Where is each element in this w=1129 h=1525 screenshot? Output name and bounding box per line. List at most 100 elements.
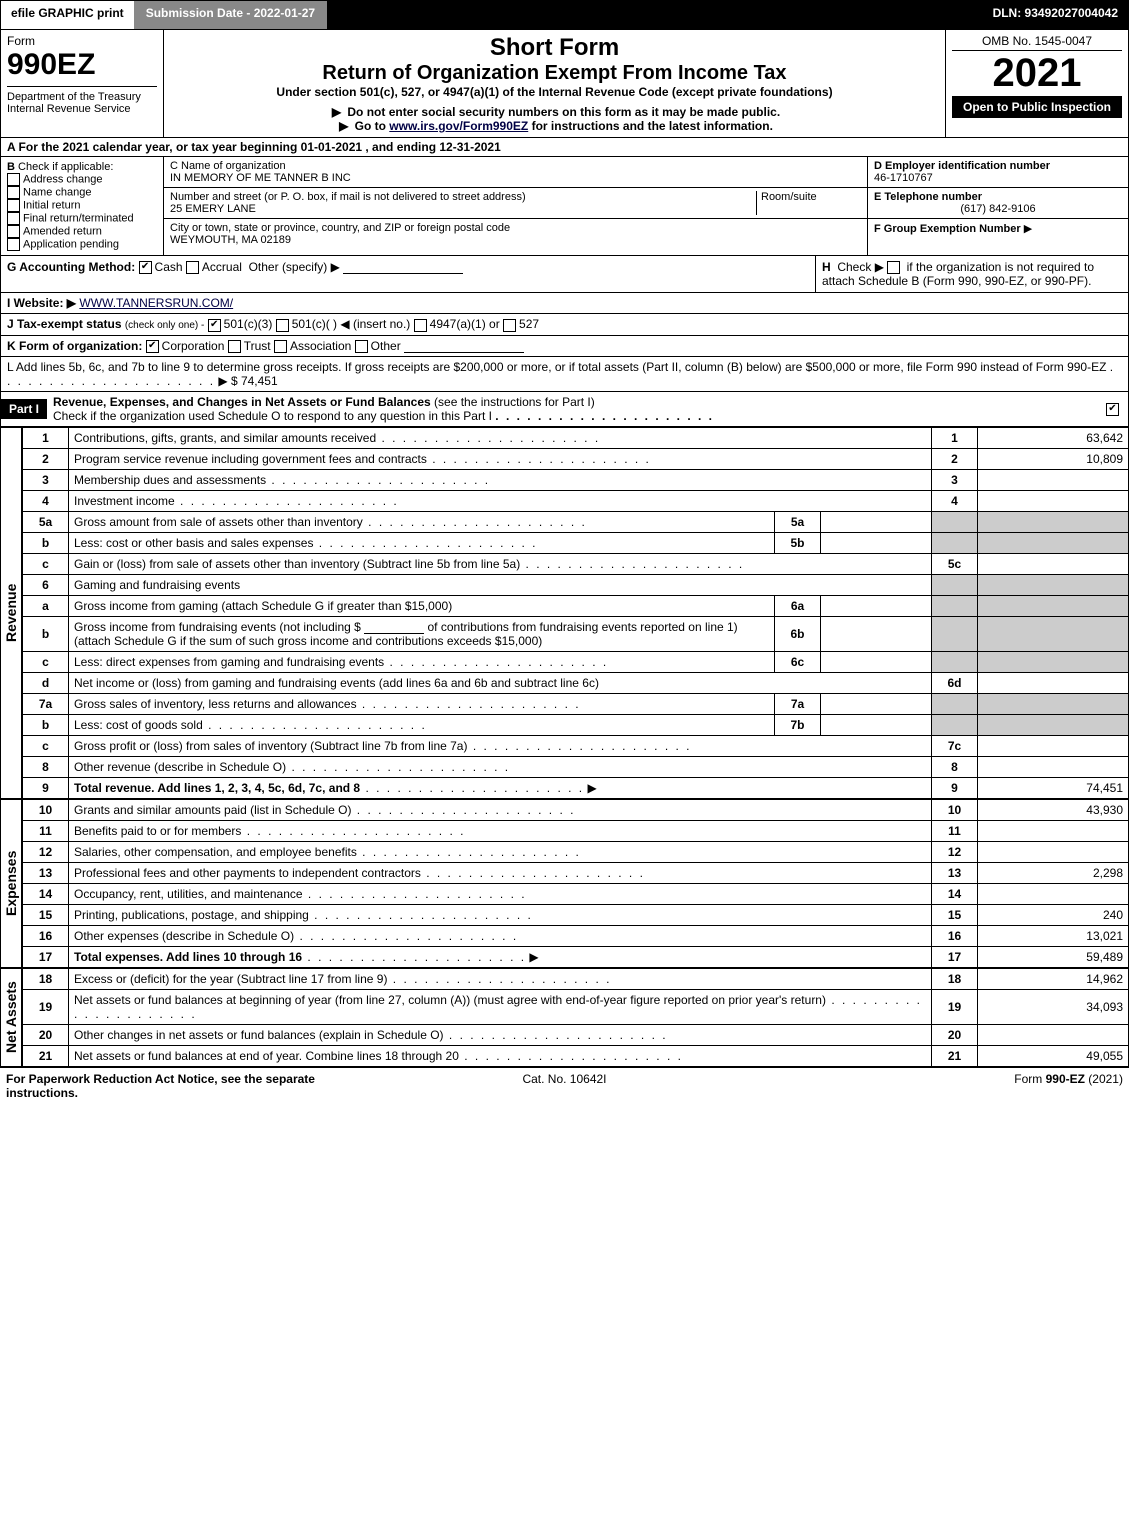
box-num: 6d	[932, 672, 978, 693]
table-row: aGross income from gaming (attach Schedu…	[23, 595, 1129, 616]
mini-box: 6b	[775, 617, 821, 651]
line-desc: Benefits paid to or for members	[74, 824, 241, 838]
table-row: cGain or (loss) from sale of assets othe…	[23, 553, 1129, 574]
checkbox-501c[interactable]	[276, 319, 289, 332]
box-num: 1	[932, 427, 978, 448]
gray-cell	[978, 693, 1129, 714]
line-amount	[978, 841, 1129, 862]
g-other-fill[interactable]	[343, 261, 463, 274]
j-label: J Tax-exempt status	[7, 317, 122, 331]
k-trust: Trust	[244, 339, 271, 353]
line-k: K Form of organization: Corporation Trus…	[0, 336, 1129, 357]
checkbox-h[interactable]	[887, 261, 900, 274]
line-amount	[978, 672, 1129, 693]
j-note: (check only one) -	[125, 320, 204, 331]
box-num: 16	[932, 925, 978, 946]
checkbox-4947[interactable]	[414, 319, 427, 332]
table-row: 6Gaming and fundraising events	[23, 574, 1129, 595]
checkbox-cash[interactable]	[139, 261, 152, 274]
gray-cell	[932, 616, 978, 651]
checkbox-amended-return[interactable]	[7, 225, 20, 238]
gray-cell	[932, 511, 978, 532]
line-amount: 43,930	[978, 799, 1129, 820]
block-gh: G Accounting Method: Cash Accrual Other …	[0, 256, 1129, 293]
part1-title-wrap: Revenue, Expenses, and Changes in Net As…	[47, 392, 1100, 426]
checkbox-association[interactable]	[274, 340, 287, 353]
expenses-section: Expenses 10Grants and similar amounts pa…	[0, 799, 1129, 968]
org-street: 25 EMERY LANE	[170, 203, 256, 215]
table-row: bGross income from fundraising events (n…	[23, 616, 1129, 651]
j-opt2: 501(c)( )	[292, 317, 337, 331]
checkbox-final-return[interactable]	[7, 212, 20, 225]
checkbox-initial-return[interactable]	[7, 199, 20, 212]
table-row: bLess: cost or other basis and sales exp…	[23, 532, 1129, 553]
line-desc: Less: direct expenses from gaming and fu…	[74, 655, 384, 669]
table-row: 3Membership dues and assessments3	[23, 469, 1129, 490]
k-other-fill[interactable]	[404, 340, 524, 353]
b-item-2: Initial return	[23, 199, 80, 211]
line-num: c	[23, 651, 69, 672]
main-title: Return of Organization Exempt From Incom…	[170, 62, 939, 85]
line-num: 20	[23, 1024, 69, 1045]
contrib-fill[interactable]	[364, 621, 424, 634]
b-check-if: Check if applicable:	[18, 161, 113, 173]
checkbox-name-change[interactable]	[7, 186, 20, 199]
k-other: Other	[371, 339, 401, 353]
line-num: 18	[23, 968, 69, 989]
block-bcdef: B Check if applicable: Address change Na…	[0, 157, 1129, 256]
b-label: B	[7, 161, 15, 173]
omb-number: OMB No. 1545-0047	[952, 34, 1122, 51]
room-suite-label: Room/suite	[761, 191, 817, 203]
checkbox-501c3[interactable]	[208, 319, 221, 332]
checkbox-527[interactable]	[503, 319, 516, 332]
k-corp: Corporation	[162, 339, 225, 353]
checkbox-address-change[interactable]	[7, 173, 20, 186]
line-j: J Tax-exempt status (check only one) - 5…	[0, 314, 1129, 335]
line-num: b	[23, 532, 69, 553]
box-num: 14	[932, 883, 978, 904]
c-street-label: Number and street (or P. O. box, if mail…	[170, 191, 526, 203]
checkbox-trust[interactable]	[228, 340, 241, 353]
line-num: 10	[23, 799, 69, 820]
form-number: 990EZ	[7, 48, 157, 82]
h-check-text: Check ▶	[837, 260, 884, 274]
line-desc: Investment income	[74, 494, 175, 508]
gray-cell	[932, 714, 978, 735]
checkbox-corporation[interactable]	[146, 340, 159, 353]
d-label: D Employer identification number	[874, 160, 1050, 172]
gray-cell	[932, 574, 978, 595]
box-num: 2	[932, 448, 978, 469]
table-row: bLess: cost of goods sold7b	[23, 714, 1129, 735]
revenue-section: Revenue 1Contributions, gifts, grants, a…	[0, 427, 1129, 799]
topbar-spacer	[327, 1, 982, 29]
checkbox-accrual[interactable]	[186, 261, 199, 274]
f-arrow: ▶	[1024, 223, 1032, 235]
checkbox-schedule-o[interactable]	[1106, 403, 1119, 416]
gray-cell	[978, 532, 1129, 553]
line-num: 19	[23, 989, 69, 1024]
j-insert: ◀ (insert no.)	[340, 317, 410, 331]
footer-form-post: (2021)	[1085, 1072, 1123, 1086]
mini-box: 6c	[775, 652, 821, 672]
box-num: 12	[932, 841, 978, 862]
line-desc: Professional fees and other payments to …	[74, 866, 421, 880]
line-desc: Occupancy, rent, utilities, and maintena…	[74, 887, 303, 901]
l-amount: $ 74,451	[231, 374, 278, 388]
table-row: 18Excess or (deficit) for the year (Subt…	[23, 968, 1129, 989]
line-num: c	[23, 553, 69, 574]
table-row: 12Salaries, other compensation, and empl…	[23, 841, 1129, 862]
line-amount: 240	[978, 904, 1129, 925]
table-row: dNet income or (loss) from gaming and fu…	[23, 672, 1129, 693]
col-def: D Employer identification number 46-1710…	[868, 157, 1128, 255]
checkbox-other-org[interactable]	[355, 340, 368, 353]
g-section: G Accounting Method: Cash Accrual Other …	[1, 256, 816, 292]
efile-print[interactable]: efile GRAPHIC print	[1, 1, 136, 29]
line-desc: Grants and similar amounts paid (list in…	[74, 803, 351, 817]
line-num: 2	[23, 448, 69, 469]
website-link[interactable]: WWW.TANNERSRUN.COM/	[79, 296, 233, 310]
gray-cell	[932, 651, 978, 672]
checkbox-application-pending[interactable]	[7, 238, 20, 251]
org-name: IN MEMORY OF ME TANNER B INC	[170, 172, 351, 184]
line-num: 13	[23, 862, 69, 883]
irs-link[interactable]: www.irs.gov/Form990EZ	[389, 119, 528, 133]
